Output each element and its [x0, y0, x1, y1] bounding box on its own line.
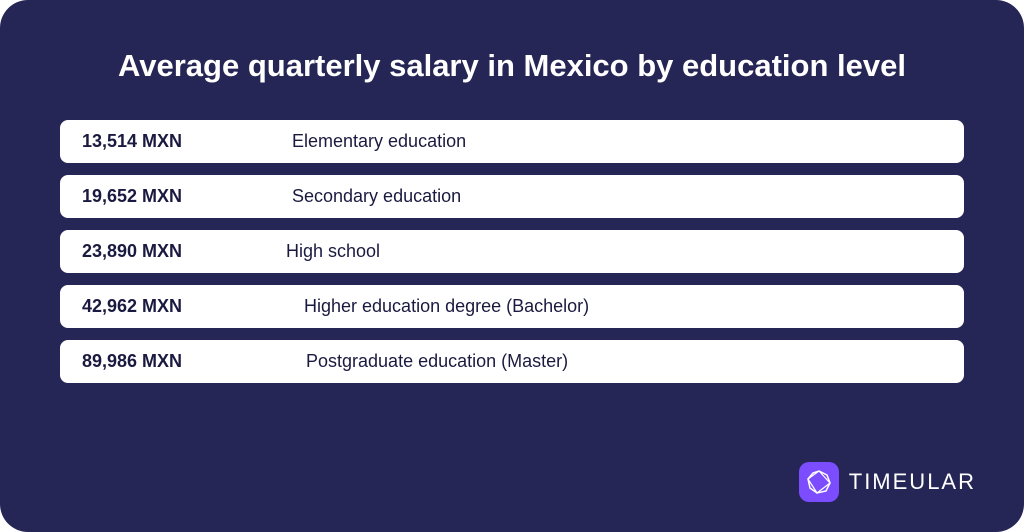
salary-infographic-card: Average quarterly salary in Mexico by ed… [0, 0, 1024, 532]
salary-value: 23,890 MXN [82, 241, 232, 262]
education-label: Secondary education [292, 186, 461, 207]
timeular-logo-icon [799, 462, 839, 502]
octagon-icon [806, 469, 832, 495]
salary-rows-container: 13,514 MXN Elementary education 19,652 M… [60, 120, 964, 383]
education-label: Higher education degree (Bachelor) [304, 296, 589, 317]
table-row: 89,986 MXN Postgraduate education (Maste… [60, 340, 964, 383]
table-row: 42,962 MXN Higher education degree (Bach… [60, 285, 964, 328]
salary-value: 19,652 MXN [82, 186, 232, 207]
table-row: 19,652 MXN Secondary education [60, 175, 964, 218]
education-label: Postgraduate education (Master) [306, 351, 568, 372]
salary-value: 89,986 MXN [82, 351, 232, 372]
salary-value: 13,514 MXN [82, 131, 232, 152]
table-row: 23,890 MXN High school [60, 230, 964, 273]
table-row: 13,514 MXN Elementary education [60, 120, 964, 163]
salary-value: 42,962 MXN [82, 296, 232, 317]
brand-logo: TIMEULAR [799, 462, 976, 502]
brand-name: TIMEULAR [849, 469, 976, 495]
education-label: Elementary education [292, 131, 466, 152]
chart-title: Average quarterly salary in Mexico by ed… [60, 48, 964, 84]
education-label: High school [286, 241, 380, 262]
